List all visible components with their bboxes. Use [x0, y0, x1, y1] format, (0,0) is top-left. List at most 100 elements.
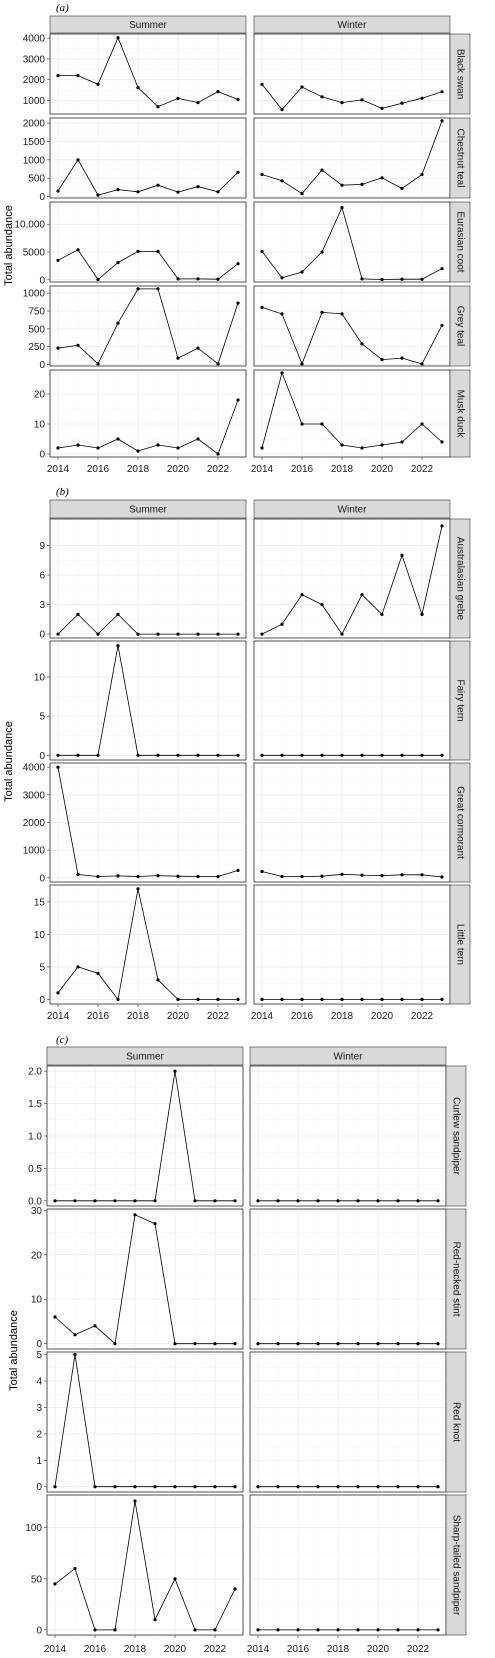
panel-red-knot-winter: Red knot Winter 2014: 0 Red knot Winter 2… [249, 1351, 447, 1493]
data-point-red-knot-summer-2023: Red knot Summer 2023: 0 [233, 1485, 237, 1489]
series-line-curlew-sandpiper-summer [55, 1071, 235, 1202]
data-point-fairy-tern-winter-2015: Fairy tern Winter 2015: 0 [280, 753, 284, 757]
data-point-sharp-tailed-sandpiper-summer-2019: Sharp-tailed sandpiper Summer 2019: 10 [153, 1618, 157, 1622]
x-tick-label: 2020 [367, 1644, 390, 1655]
row-strip-fairy-tern [449, 640, 471, 761]
panel-eurasian-coot-winter: Eurasian coot Winter 2014: 5100 Eurasian … [253, 201, 451, 283]
data-point-little-tern-winter-2018: Little tern Winter 2018: 0 [340, 997, 344, 1002]
data-point-great-cormorant-summer-2019: Great cormorant Summer 2019: 80 [156, 874, 160, 878]
panel-background [253, 33, 451, 115]
data-point-grey-teal-winter-2022: Grey teal Winter 2022: 10 [420, 362, 424, 366]
data-point-red-necked-stint-winter-2023: Red-necked stint Winter 2023: 0 [436, 1342, 440, 1346]
data-point-red-necked-stint-summer-2018: Red-necked stint Summer 2018: 29 [133, 1213, 137, 1217]
data-point-red-knot-summer-2017: Red knot Summer 2017: 0 [113, 1485, 117, 1489]
data-point-curlew-sandpiper-winter-2017: Curlew sandpiper Winter 2017: 0 [316, 1199, 320, 1203]
data-point-red-necked-stint-summer-2015: Red-necked stint Summer 2015: 2 [73, 1333, 77, 1337]
y-tick-label: 1.5 [28, 1099, 42, 1110]
data-point-sharp-tailed-sandpiper-winter-2014: Sharp-tailed sandpiper Winter 2014: 0 [256, 1628, 260, 1632]
data-point-red-necked-stint-winter-2019: Red-necked stint Winter 2019: 0 [356, 1342, 360, 1346]
panel-little-tern-winter: Little tern Winter 2014: 0 Little tern Wi… [253, 884, 451, 1005]
panel-grey-teal-summer: Grey teal Summer 2014: 230 Grey teal Summ… [49, 285, 247, 367]
y-axis-title: Total abundance [3, 721, 15, 802]
panel-background [253, 369, 451, 458]
data-point-curlew-sandpiper-winter-2023: Curlew sandpiper Winter 2023: 0 [436, 1199, 440, 1203]
data-point-musk-duck-summer-2022: Musk duck Summer 2022: 0 [216, 452, 220, 456]
data-point-sharp-tailed-sandpiper-winter-2018: Sharp-tailed sandpiper Winter 2018: 0 [336, 1628, 340, 1632]
data-point-great-cormorant-summer-2020: Great cormorant Summer 2020: 60 [176, 874, 180, 878]
data-point-sharp-tailed-sandpiper-winter-2020: Sharp-tailed sandpiper Winter 2020: 0 [376, 1628, 380, 1632]
data-point-chestnut-teal-summer-2022: Chestnut teal Summer 2022: 130 [216, 190, 220, 194]
data-point-chestnut-teal-summer-2015: Chestnut teal Summer 2015: 1000 [76, 158, 80, 162]
panel-background [249, 1494, 447, 1636]
data-point-eurasian-coot-summer-2021: Eurasian coot Summer 2021: 150 [196, 277, 200, 281]
data-point-great-cormorant-winter-2023: Great cormorant Winter 2023: 30 [440, 875, 444, 879]
x-tick-label: 2014 [247, 1644, 270, 1655]
data-point-musk-duck-winter-2019: Musk duck Winter 2019: 2 [360, 446, 364, 450]
data-point-fairy-tern-summer-2020: Fairy tern Summer 2020: 0 [176, 753, 180, 757]
data-point-chestnut-teal-winter-2014: Chestnut teal Winter 2014: 600 [260, 172, 264, 177]
column-strip-label-summer: Summer [129, 20, 167, 31]
data-point-australasian-grebe-summer-2015: Australasian grebe Summer 2015: 2 [76, 612, 80, 617]
data-point-fairy-tern-winter-2018: Fairy tern Winter 2018: 0 [340, 753, 344, 757]
data-point-sharp-tailed-sandpiper-summer-2018: Sharp-tailed sandpiper Summer 2018: 126 [133, 1499, 137, 1503]
row-strip-chestnut-teal [449, 117, 471, 199]
panel-red-necked-stint-summer: Red-necked stint Summer 2014: 6 Red-necke… [46, 1208, 244, 1350]
panel-red-necked-stint-winter: Red-necked stint Winter 2014: 0 Red-necke… [249, 1208, 447, 1350]
data-point-red-knot-summer-2015: Red knot Summer 2015: 5 [73, 1353, 77, 1357]
y-tick-label: 0 [39, 873, 45, 884]
x-tick-label: 2016 [287, 1644, 310, 1655]
data-point-sharp-tailed-sandpiper-summer-2014: Sharp-tailed sandpiper Summer 2014: 45 [53, 1582, 57, 1586]
data-point-sharp-tailed-sandpiper-winter-2015: Sharp-tailed sandpiper Winter 2015: 0 [276, 1628, 280, 1632]
row-strip-label-red-knot: Red knot [451, 1402, 462, 1442]
data-point-grey-teal-winter-2019: Grey teal Winter 2019: 290 [360, 342, 364, 346]
section-label: (b) [56, 486, 69, 498]
data-point-red-knot-summer-2021: Red knot Summer 2021: 0 [193, 1485, 197, 1489]
y-tick-label: 1.0 [28, 1132, 42, 1143]
data-point-australasian-grebe-winter-2015: Australasian grebe Winter 2015: 1 [280, 622, 284, 626]
data-point-red-necked-stint-summer-2023: Red-necked stint Summer 2023: 0 [233, 1342, 237, 1346]
y-tick-label: 4000 [23, 763, 46, 774]
panel-background [46, 1208, 244, 1350]
data-point-fairy-tern-summer-2015: Fairy tern Summer 2015: 0 [76, 753, 80, 757]
data-point-musk-duck-winter-2023: Musk duck Winter 2023: 4 [440, 440, 444, 444]
row-strip-label-musk-duck: Musk duck [455, 390, 466, 439]
data-point-red-necked-stint-winter-2014: Red-necked stint Winter 2014: 0 [256, 1342, 260, 1346]
x-tick-label: 2020 [167, 1011, 190, 1022]
data-point-fairy-tern-winter-2022: Fairy tern Winter 2022: 0 [420, 753, 424, 757]
data-point-black-swan-winter-2019: Black swan Winter 2019: 1030 [360, 98, 364, 102]
data-point-eurasian-coot-summer-2017: Eurasian coot Summer 2017: 3100 [116, 261, 120, 265]
data-point-little-tern-winter-2015: Little tern Winter 2015: 0 [280, 997, 284, 1002]
data-point-great-cormorant-summer-2023: Great cormorant Summer 2023: 270 [236, 868, 240, 873]
data-point-musk-duck-winter-2020: Musk duck Winter 2020: 3 [380, 443, 384, 447]
data-point-musk-duck-summer-2020: Musk duck Summer 2020: 2 [176, 446, 180, 450]
data-point-sharp-tailed-sandpiper-winter-2021: Sharp-tailed sandpiper Winter 2021: 0 [396, 1628, 400, 1632]
y-tick-label: 0.0 [28, 1196, 42, 1207]
data-point-red-necked-stint-summer-2019: Red-necked stint Summer 2019: 27 [153, 1222, 157, 1226]
data-point-red-knot-winter-2014: Red knot Winter 2014: 0 [256, 1485, 260, 1489]
data-point-fairy-tern-winter-2021: Fairy tern Winter 2021: 0 [400, 753, 404, 757]
panel-background [46, 1351, 244, 1493]
data-point-eurasian-coot-winter-2022: Eurasian coot Winter 2022: 100 [420, 277, 424, 281]
data-point-eurasian-coot-summer-2015: Eurasian coot Summer 2015: 5400 [76, 248, 80, 252]
y-tick-label: 6 [39, 571, 45, 582]
data-point-curlew-sandpiper-summer-2020: Curlew sandpiper Summer 2020: 2 [173, 1069, 177, 1073]
data-point-little-tern-summer-2022: Little tern Summer 2022: 0 [216, 997, 220, 1002]
data-point-grey-teal-winter-2017: Grey teal Winter 2017: 730 [320, 310, 324, 314]
data-point-curlew-sandpiper-winter-2022: Curlew sandpiper Winter 2022: 0 [416, 1199, 420, 1203]
row-strip-label-grey-teal: Grey teal [455, 306, 466, 347]
y-tick-label: 0 [36, 1625, 42, 1636]
series-line-eurasian-coot-winter [261, 206, 443, 280]
panel-curlew-sandpiper-summer: Curlew sandpiper Summer 2014: 0 Curlew sa… [46, 1065, 244, 1207]
data-point-grey-teal-winter-2020: Grey teal Winter 2020: 70 [380, 358, 384, 362]
chart-section-b: (b) Summer Winter Australasian grebe Summer… [3, 486, 471, 1022]
row-strip-label-eurasian-coot: Eurasian coot [455, 211, 466, 272]
y-tick-label: 5 [36, 1350, 42, 1361]
row-strip-red-necked-stint [445, 1208, 467, 1350]
column-strip-label-summer: Summer [126, 1052, 164, 1063]
data-point-fairy-tern-summer-2018: Fairy tern Summer 2018: 0 [136, 753, 140, 757]
data-point-eurasian-coot-winter-2020: Eurasian coot Winter 2020: 50 [380, 277, 384, 282]
data-point-eurasian-coot-winter-2019: Eurasian coot Winter 2019: 150 [360, 277, 364, 281]
data-point-black-swan-winter-2015: Black swan Winter 2015: 560 [280, 108, 284, 112]
data-point-chestnut-teal-winter-2023: Chestnut teal Winter 2023: 2060 [440, 119, 444, 123]
panel-border [49, 518, 247, 639]
